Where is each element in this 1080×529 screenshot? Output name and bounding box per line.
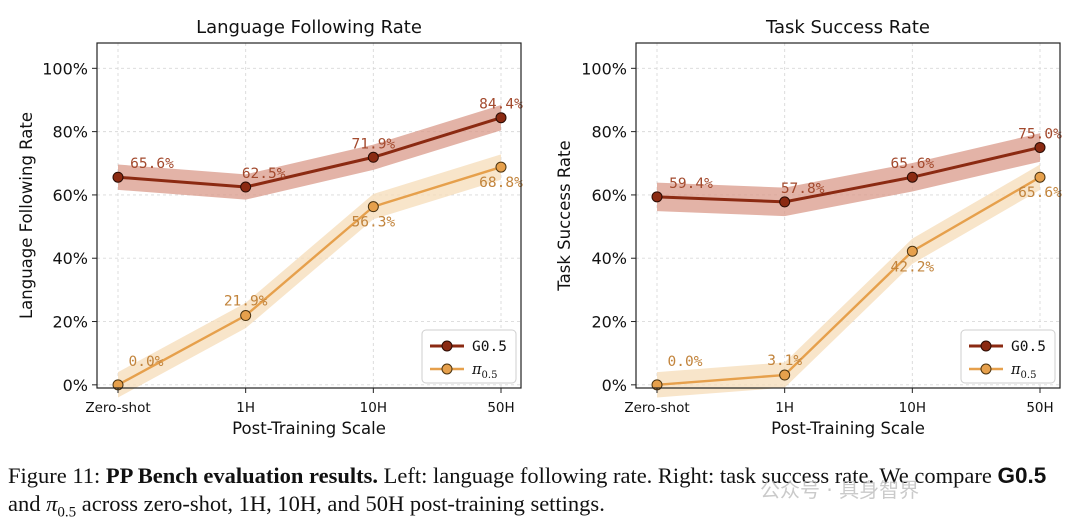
x-tick-label: 1H — [775, 400, 794, 416]
data-label: 21.9% — [224, 294, 268, 310]
plot-frame — [96, 42, 522, 389]
data-label: 75.0% — [1018, 126, 1062, 142]
data-point — [112, 171, 124, 183]
caption-text-1: Left: language following rate. Right: ta… — [378, 463, 998, 488]
y-tick-label: 40% — [591, 249, 627, 268]
y-tick-label: 80% — [52, 123, 88, 142]
caption-bold-title: PP Bench evaluation results. — [105, 463, 379, 488]
figure-canvas: 65.6% 62.5% 71.9% 84.4% 0.0% 21.9% 56.3% 68.8% 0… — [17, 17, 1062, 438]
y-tick-label: 60% — [52, 186, 88, 205]
series-line-pi05 — [117, 165, 502, 386]
legend-marker — [980, 340, 992, 352]
data-point — [367, 151, 379, 163]
caption-text-2: and — [8, 491, 47, 516]
confidence-band — [657, 133, 1040, 217]
caption-text-3: across zero-shot, 1H, 10H, and 50H post-… — [76, 491, 605, 516]
legend-label: π0.5 — [471, 362, 497, 381]
data-point — [367, 201, 379, 213]
confidence-band — [118, 154, 501, 398]
x-tick-label: Zero-shot — [85, 400, 150, 416]
data-label: 0.0% — [668, 354, 703, 370]
legend: G0.5 π0.5 — [960, 329, 1056, 384]
legend-box — [960, 329, 1056, 384]
data-label: 57.8% — [781, 181, 825, 197]
data-label: 65.6% — [1018, 185, 1062, 201]
data-label: 62.5% — [242, 166, 286, 182]
x-axis-title: Post-Training Scale — [232, 419, 386, 438]
data-label: 65.6% — [891, 156, 935, 172]
data-label: 71.9% — [352, 136, 396, 152]
data-point — [779, 369, 791, 381]
series-line-g05 — [117, 116, 502, 189]
x-tick-label: Zero-shot — [624, 400, 689, 416]
data-point — [651, 191, 663, 203]
y-tick-label: 40% — [52, 249, 88, 268]
data-label: 68.8% — [479, 175, 523, 191]
chart-panel-2: 59.4% 57.8% 65.6% 75.0% 0.0% 3.1% 42.2% 65.6% 0%… — [555, 17, 1062, 438]
legend-marker — [980, 363, 992, 375]
data-point — [906, 171, 918, 183]
y-axis-title: Task Success Rate — [555, 140, 574, 291]
data-point — [495, 112, 507, 124]
y-tick-label: 60% — [591, 186, 627, 205]
series-line-g05 — [656, 145, 1041, 204]
plot-frame — [635, 42, 1061, 389]
data-label: 84.4% — [479, 97, 523, 113]
y-tick-label: 0% — [63, 376, 88, 395]
data-point — [240, 310, 252, 322]
y-tick-label: 80% — [591, 123, 627, 142]
chart-title: Task Success Rate — [765, 17, 930, 38]
data-point — [906, 245, 918, 257]
y-tick-label: 0% — [602, 376, 627, 395]
y-tick-label: 100% — [42, 59, 88, 78]
caption-pi-subscript: 0.5 — [57, 504, 77, 521]
legend-label: G0.5 — [472, 339, 507, 355]
data-point — [1034, 171, 1046, 183]
confidence-band — [118, 105, 501, 200]
data-label: 0.0% — [129, 354, 164, 370]
y-axis-title: Language Following Rate — [17, 112, 36, 319]
data-point — [495, 161, 507, 173]
caption-model-name: G0.5 — [997, 463, 1047, 488]
legend-box — [421, 329, 517, 384]
data-point — [1034, 141, 1046, 153]
legend-marker — [441, 363, 453, 375]
chart-panel-1: 65.6% 62.5% 71.9% 84.4% 0.0% 21.9% 56.3% 68.8% 0… — [17, 17, 523, 438]
legend-marker — [441, 340, 453, 352]
x-axis-title: Post-Training Scale — [771, 419, 925, 438]
legend-label: G0.5 — [1011, 339, 1046, 355]
x-tick-label: 1H — [236, 400, 255, 416]
data-label: 3.1% — [767, 353, 802, 369]
y-tick-label: 20% — [52, 313, 88, 332]
x-tick-label: 10H — [360, 400, 387, 416]
chart-title: Language Following Rate — [196, 17, 422, 38]
y-tick-label: 100% — [581, 59, 627, 78]
y-tick-label: 20% — [591, 313, 627, 332]
x-tick-label: 50H — [487, 400, 514, 416]
data-label: 65.6% — [130, 156, 174, 172]
data-label: 59.4% — [669, 176, 713, 192]
data-point — [779, 196, 791, 208]
legend: G0.5 π0.5 — [421, 329, 517, 384]
caption-pi-symbol: π — [46, 491, 58, 516]
series-line-pi05 — [656, 176, 1041, 387]
data-label: 56.3% — [352, 215, 396, 231]
confidence-band — [657, 164, 1040, 398]
data-label: 42.2% — [891, 259, 935, 275]
data-point — [240, 181, 252, 193]
legend-label: π0.5 — [1010, 362, 1036, 381]
figure-caption: Figure 11: PP Bench evaluation results. … — [8, 462, 1072, 527]
caption-prefix: Figure 11: — [8, 463, 106, 488]
x-tick-label: 50H — [1026, 400, 1053, 416]
x-tick-label: 10H — [899, 400, 926, 416]
